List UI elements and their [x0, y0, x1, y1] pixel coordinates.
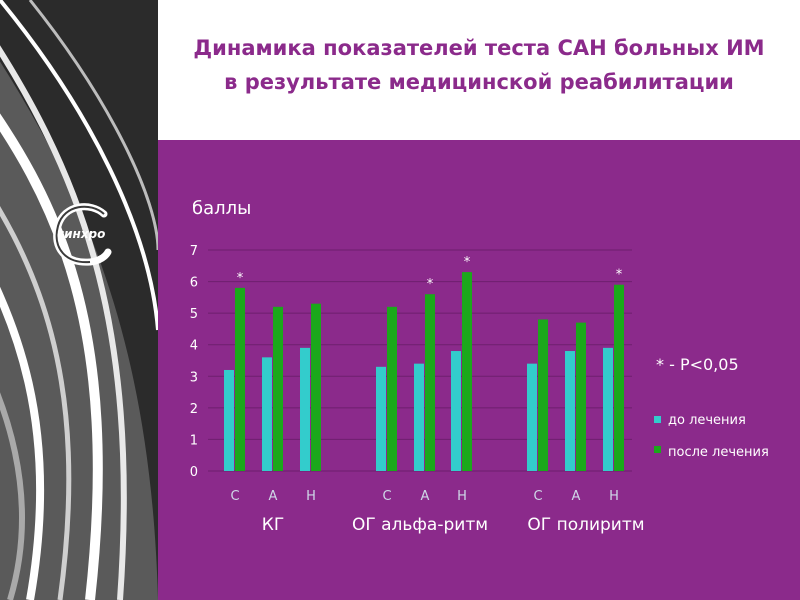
bar-before	[527, 363, 537, 471]
legend-swatch-after	[654, 446, 661, 453]
y-tick-label: 0	[190, 465, 198, 480]
x-tick-label: А	[421, 489, 430, 504]
logo-text: синхро	[57, 227, 106, 241]
legend: до лечения после лечения	[654, 413, 769, 460]
swirl-graphic	[0, 0, 158, 600]
y-tick-label: 7	[190, 244, 198, 259]
legend-swatch-before	[654, 416, 661, 423]
x-tick-label: С	[533, 489, 542, 504]
bar-before	[300, 347, 310, 471]
bar-before	[414, 363, 424, 471]
bar-after	[311, 303, 321, 471]
x-tick-label: А	[269, 489, 278, 504]
bar-before	[565, 351, 575, 471]
bar-after	[273, 306, 283, 471]
decorative-swirl-panel	[0, 0, 158, 600]
y-tick-label: 1	[190, 433, 198, 448]
group-label: ОГ альфа-ритм	[352, 515, 488, 535]
y-tick-label: 2	[190, 402, 198, 417]
significance-marker: *	[427, 277, 434, 292]
y-tick-label: 6	[190, 276, 198, 291]
x-tick-label: А	[572, 489, 581, 504]
bar-after	[425, 294, 435, 471]
significance-marker: *	[464, 255, 471, 270]
bar-before	[603, 347, 613, 471]
legend-label-before: до лечения	[668, 413, 746, 428]
bar-after	[235, 287, 245, 471]
synchro-c-logo-icon	[46, 200, 116, 270]
bar-before	[224, 369, 234, 471]
bar-after	[462, 272, 472, 471]
bar-layer	[224, 272, 624, 471]
significance-note: * - Р<0,05	[656, 355, 739, 374]
page-title-line-2: в результате медицинской реабилитации	[224, 70, 734, 94]
bar-after	[387, 306, 397, 471]
x-tick-label: Н	[609, 489, 619, 504]
significance-marker: *	[616, 268, 623, 283]
bar-after	[614, 284, 624, 471]
bar-before	[262, 357, 272, 471]
x-tick-label: Н	[457, 489, 467, 504]
title-area: Динамика показателей теста САН больных И…	[158, 0, 800, 140]
y-axis-label: баллы	[192, 198, 251, 219]
bar-after	[538, 319, 548, 471]
legend-label-after: после лечения	[668, 445, 769, 460]
bar-before	[451, 351, 461, 471]
y-tick-label: 4	[190, 339, 198, 354]
x-tick-label: Н	[306, 489, 316, 504]
page-title-line-1: Динамика показателей теста САН больных И…	[193, 36, 765, 60]
bar-before	[376, 366, 386, 471]
x-tick-label: С	[382, 489, 391, 504]
significance-marker: *	[237, 271, 244, 286]
label-layer: 0 1 2 3 4 5 6 7 * С А Н С * А * Н С А * Н КГ ОГ альфа-ритм ОГ п…	[190, 244, 645, 535]
y-tick-label: 5	[190, 307, 198, 322]
y-tick-label: 3	[190, 370, 198, 385]
group-label: КГ	[262, 515, 284, 535]
x-tick-label: С	[230, 489, 239, 504]
bar-after	[576, 322, 586, 471]
group-label: ОГ полиритм	[527, 515, 644, 535]
